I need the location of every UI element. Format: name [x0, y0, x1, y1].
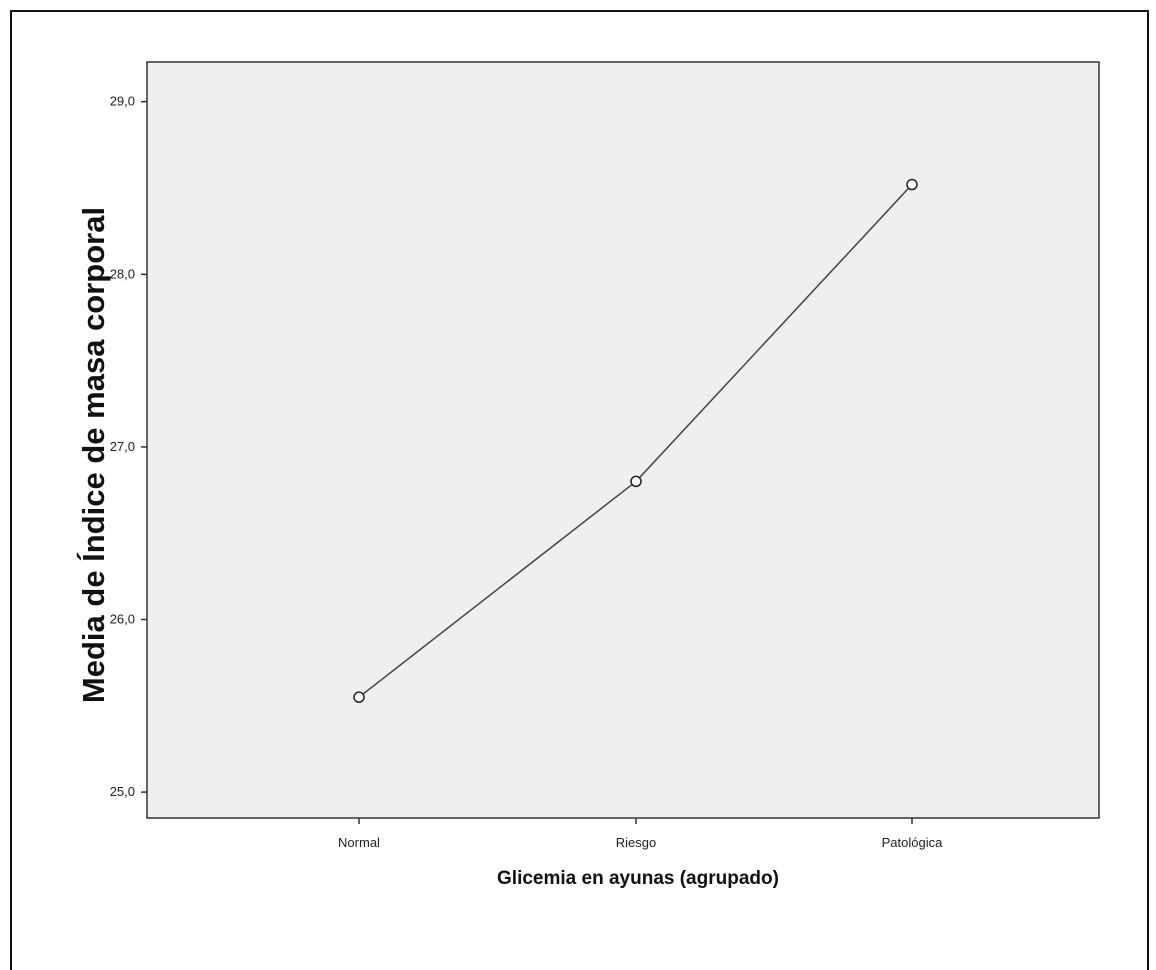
x-tick-label: Patológica [882, 835, 943, 850]
x-tick-label: Riesgo [616, 835, 656, 850]
plot-area [146, 61, 1100, 819]
x-axis-label: Glicemia en ayunas (agrupado) [497, 868, 779, 889]
y-tick-label: 26,0 [110, 612, 135, 627]
y-tick-label: 29,0 [110, 94, 135, 109]
y-axis: 25,0 26,0 27,0 28,0 29,0 [110, 94, 147, 799]
series-layer [353, 178, 918, 703]
data-point [630, 475, 642, 488]
data-point [906, 178, 918, 191]
data-point [353, 691, 365, 703]
y-axis-label: Media de Índice de masa corporal [76, 207, 111, 703]
x-axis: Normal Riesgo Patológica [338, 818, 943, 850]
y-tick-label: 28,0 [110, 266, 135, 281]
y-tick-label: 25,0 [110, 784, 135, 799]
y-tick-label: 27,0 [110, 439, 135, 454]
x-tick-label: Normal [338, 835, 380, 850]
